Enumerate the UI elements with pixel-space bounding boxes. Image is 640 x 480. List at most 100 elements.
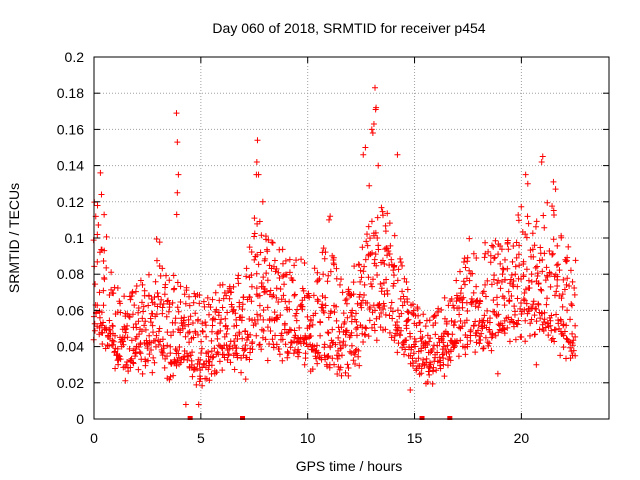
- data-point: [426, 338, 433, 345]
- y-tick-label: 0: [76, 411, 84, 427]
- data-point: [180, 317, 187, 324]
- data-point: [286, 269, 293, 276]
- data-point: [273, 315, 280, 322]
- data-point: [512, 263, 519, 270]
- data-point: [160, 300, 167, 307]
- data-point: [389, 315, 396, 322]
- y-tick-label: 0.14: [57, 158, 84, 174]
- data-point: [222, 315, 229, 322]
- data-point: [371, 256, 378, 263]
- data-point: [365, 333, 372, 340]
- data-point: [122, 329, 129, 336]
- data-point: [186, 328, 193, 335]
- data-point: [124, 334, 131, 341]
- data-point: [409, 362, 416, 369]
- data-point: [457, 337, 464, 344]
- data-point: [433, 367, 440, 374]
- data-point: [174, 304, 181, 311]
- data-point: [532, 223, 539, 230]
- data-point: [536, 257, 543, 264]
- data-point: [216, 297, 223, 304]
- data-point: [458, 296, 465, 303]
- data-point: [533, 318, 540, 325]
- data-point: [272, 332, 279, 339]
- y-tick-label: 0.04: [57, 339, 84, 355]
- data-point: [488, 242, 495, 249]
- data-point: [236, 299, 243, 306]
- data-point: [375, 162, 382, 169]
- data-point: [282, 257, 289, 264]
- data-point: [293, 257, 300, 264]
- data-point: [306, 294, 313, 301]
- data-point: [277, 285, 284, 292]
- data-point: [400, 341, 407, 348]
- data-point: [248, 272, 255, 279]
- data-point: [432, 331, 439, 338]
- data-point: [246, 244, 253, 251]
- data-point: [142, 356, 149, 363]
- data-point: [322, 302, 329, 309]
- data-point: [238, 317, 245, 324]
- data-point: [473, 255, 480, 262]
- data-point: [254, 251, 261, 258]
- data-point: [495, 277, 502, 284]
- data-point: [344, 314, 351, 321]
- data-point: [513, 320, 520, 327]
- data-point: [528, 271, 535, 278]
- data-point: [520, 258, 527, 265]
- data-point: [455, 353, 462, 360]
- data-point: [515, 317, 522, 324]
- data-point: [157, 272, 164, 279]
- data-point: [140, 308, 147, 315]
- data-point: [353, 318, 360, 325]
- data-point: [345, 372, 352, 379]
- data-point: [342, 297, 349, 304]
- data-point: [372, 307, 379, 314]
- data-point: [252, 320, 259, 327]
- data-point: [382, 326, 389, 333]
- data-point: [246, 356, 253, 363]
- data-point: [91, 327, 98, 334]
- data-point: [299, 306, 306, 313]
- data-point: [271, 309, 278, 316]
- data-point: [372, 251, 379, 258]
- data-point: [356, 262, 363, 269]
- data-point: [379, 212, 386, 219]
- data-point: [404, 317, 411, 324]
- data-point: [114, 284, 121, 291]
- data-point: [391, 332, 398, 339]
- data-point: [563, 335, 570, 342]
- data-point: [332, 341, 339, 348]
- data-point: [202, 319, 209, 326]
- data-point: [549, 251, 556, 258]
- data-point: [294, 306, 301, 313]
- data-point: [490, 297, 497, 304]
- data-point: [456, 324, 463, 331]
- data-point: [137, 350, 144, 357]
- data-point: [512, 271, 519, 278]
- data-point: [192, 310, 199, 317]
- data-point: [108, 269, 115, 276]
- data-point: [112, 365, 119, 372]
- data-point: [531, 312, 538, 319]
- data-point: [413, 365, 420, 372]
- data-point: [260, 316, 267, 323]
- data-point: [368, 126, 375, 133]
- data-point: [448, 295, 455, 302]
- data-point: [199, 382, 206, 389]
- data-point: [372, 84, 379, 91]
- data-point: [384, 252, 391, 259]
- data-point: [386, 329, 393, 336]
- data-point: [359, 297, 366, 304]
- data-point: [153, 332, 160, 339]
- data-point: [166, 277, 173, 284]
- data-point: [202, 322, 209, 329]
- data-point: [552, 186, 559, 193]
- data-point: [361, 263, 368, 270]
- data-point: [545, 332, 552, 339]
- data-point: [437, 359, 444, 366]
- data-point: [195, 401, 202, 408]
- data-point: [279, 246, 286, 253]
- y-tick-label: 0.08: [57, 266, 84, 282]
- data-point: [456, 311, 463, 318]
